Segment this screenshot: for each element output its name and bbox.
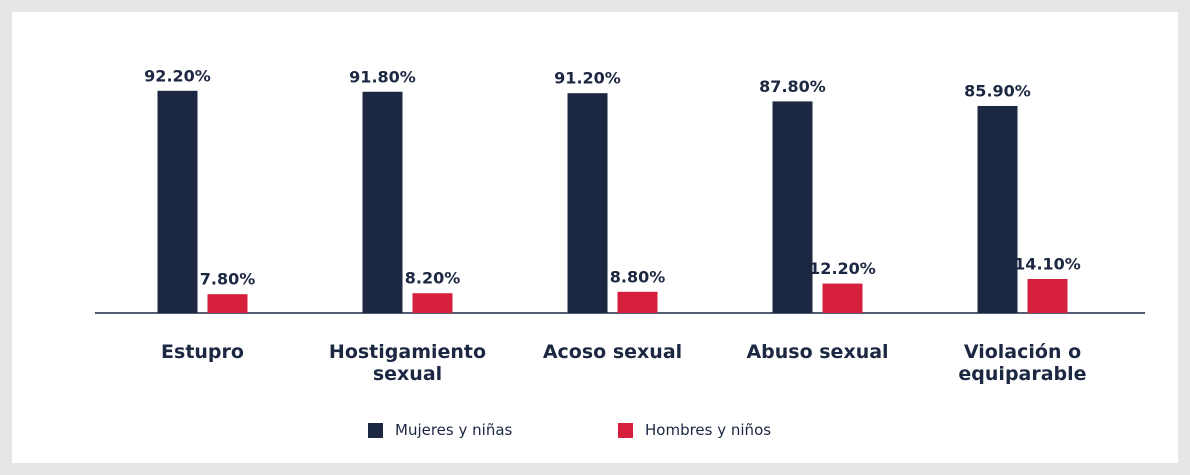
- bar: [822, 283, 863, 313]
- x-tick-label: Acoso sexual: [542, 341, 683, 363]
- value-label: 85.90%: [964, 81, 1031, 100]
- legend-label: Hombres y niños: [645, 421, 772, 439]
- legend-swatch: [368, 422, 383, 438]
- x-tick-label: Violación o equiparable: [958, 341, 1087, 385]
- bar: [977, 105, 1018, 313]
- x-tick-label: Abuso sexual: [746, 341, 889, 363]
- bar: [207, 294, 248, 313]
- legend-item: Hombres y niños: [618, 421, 771, 439]
- legend-label: Mujeres y niñas: [395, 421, 513, 439]
- bar: [567, 93, 608, 313]
- x-tick-label: Hostigamiento sexual: [328, 341, 487, 385]
- value-label: 12.20%: [809, 259, 876, 278]
- bar: [1027, 279, 1068, 313]
- legend-item: Mujeres y niñas: [368, 421, 512, 439]
- bar: [617, 291, 658, 313]
- value-label: 7.80%: [200, 270, 256, 289]
- bar: [362, 91, 403, 314]
- legend-swatch: [618, 422, 633, 438]
- value-label: 14.10%: [1014, 255, 1081, 274]
- value-label: 87.80%: [759, 77, 826, 96]
- value-label: 8.80%: [610, 267, 666, 286]
- value-label: 8.20%: [405, 269, 461, 288]
- bar: [772, 101, 813, 313]
- value-label: 91.20%: [554, 69, 621, 88]
- x-tick-label: Estupro: [161, 341, 244, 363]
- bar: [412, 293, 453, 313]
- bar: [157, 90, 198, 313]
- value-label: 92.20%: [144, 66, 211, 85]
- value-label: 91.80%: [349, 67, 416, 86]
